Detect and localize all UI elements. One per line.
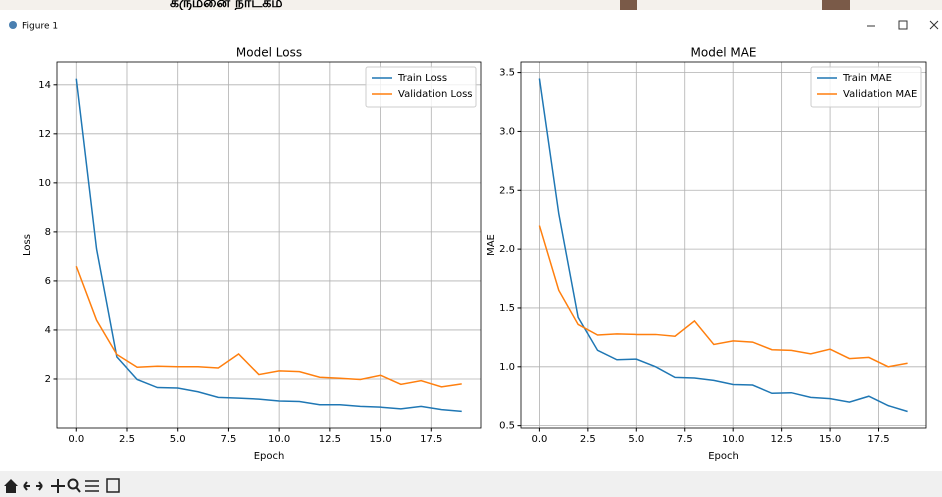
y-tick-label: 6: [45, 276, 51, 287]
x-tick-label: 2.5: [580, 434, 596, 445]
x-axis-label: Epoch: [708, 451, 739, 462]
x-axis-label: Epoch: [254, 451, 285, 462]
y-tick-label: 2.0: [499, 244, 515, 255]
back-button[interactable]: [23, 481, 30, 491]
x-tick-label: 12.5: [319, 434, 341, 445]
y-tick-label: 1.5: [499, 303, 515, 314]
plot-frame: [56, 61, 482, 429]
legend-label: Validation Loss: [398, 89, 473, 100]
pan-button[interactable]: [51, 479, 65, 493]
y-tick-label: 1.0: [499, 362, 515, 373]
y-tick-label: 2.5: [499, 185, 515, 196]
legend-label: Train Loss: [397, 73, 447, 84]
title-bar: [0, 10, 942, 43]
close-button[interactable]: [929, 20, 939, 30]
legend-box: [365, 66, 477, 108]
window-title: Figure 1: [22, 22, 58, 32]
series-line: [75, 265, 462, 388]
legend-label: Train MAE: [842, 73, 892, 84]
y-axis-label: Loss: [22, 234, 33, 256]
home-button[interactable]: [4, 479, 18, 493]
legend-box: [810, 66, 922, 108]
chart-title: Model Loss: [236, 46, 302, 60]
app-icon: [9, 21, 17, 29]
maximize-button[interactable]: [898, 20, 908, 30]
chart-title: Model MAE: [691, 46, 757, 60]
y-tick-label: 0.5: [499, 421, 515, 432]
x-tick-label: 5.0: [170, 434, 186, 445]
configure-button[interactable]: [85, 480, 99, 492]
series-line: [538, 78, 908, 413]
y-tick-label: 3.0: [499, 126, 515, 137]
forward-button[interactable]: [36, 481, 43, 491]
plot-frame: [520, 61, 927, 429]
figure: Model Loss Epoch Loss 0.0 2.5 5.0 7.5 10.0 12.5 1…: [22, 46, 927, 462]
x-tick-label: 15.0: [819, 434, 841, 445]
x-tick-label: 10.0: [268, 434, 290, 445]
x-tick-label: 5.0: [628, 434, 644, 445]
behind-block: [822, 0, 850, 10]
y-tick-label: 2: [45, 374, 51, 385]
x-tick-label: 2.5: [119, 434, 135, 445]
save-button[interactable]: [106, 478, 120, 493]
x-tick-label: 12.5: [771, 434, 793, 445]
x-tick-label: 17.5: [420, 434, 442, 445]
x-tick-label: 0.0: [68, 434, 84, 445]
y-axis-label: MAE: [486, 234, 497, 256]
zoom-handle: [75, 486, 81, 493]
y-tick-label: 12: [38, 129, 51, 140]
x-tick-label: 0.0: [531, 434, 547, 445]
x-tick-label: 15.0: [369, 434, 391, 445]
behind-block: [620, 0, 637, 10]
y-tick-label: 14: [38, 80, 51, 91]
series-line: [538, 225, 908, 368]
y-tick-label: 10: [38, 178, 51, 189]
x-tick-label: 10.0: [722, 434, 744, 445]
behind-text: கருமனை நாடகம: [170, 0, 283, 12]
behind-strip: [0, 0, 942, 10]
x-tick-label: 17.5: [867, 434, 889, 445]
toolbar: [0, 471, 942, 497]
legend-label: Validation MAE: [843, 89, 917, 100]
zoom-button[interactable]: [67, 478, 79, 490]
y-tick-label: 8: [45, 227, 51, 238]
y-tick-label: 4: [45, 325, 51, 336]
y-tick-label: 3.5: [499, 68, 515, 79]
x-tick-label: 7.5: [677, 434, 693, 445]
series-line: [75, 78, 462, 413]
x-tick-label: 7.5: [220, 434, 236, 445]
